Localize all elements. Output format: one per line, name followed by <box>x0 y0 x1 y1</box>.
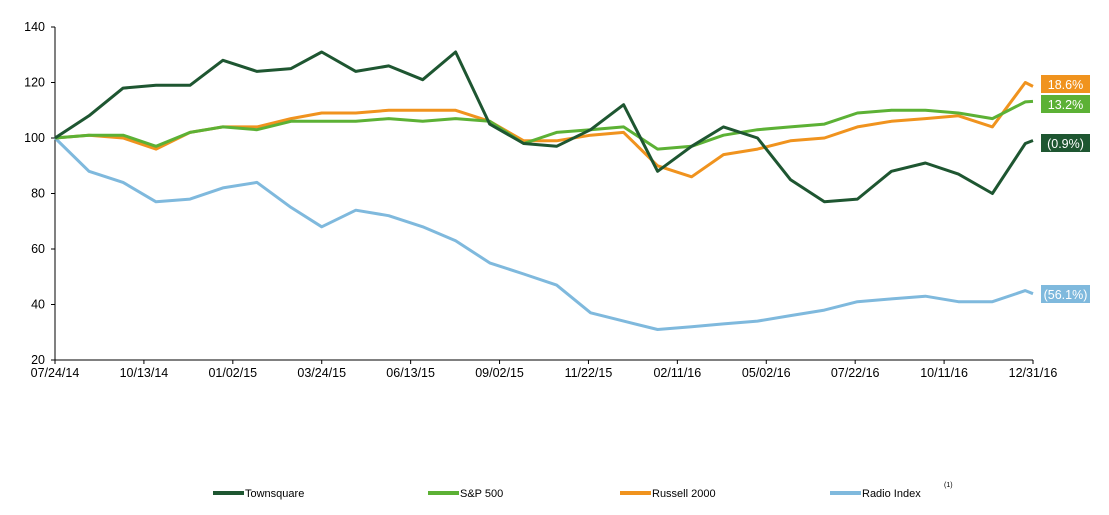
y-tick-label: 40 <box>31 298 45 312</box>
series-line-townsquare <box>54 50 1034 204</box>
series-line-s-p-500 <box>54 99 1034 151</box>
legend: Townsquare S&P 500 Russell 2000 Radio Index… <box>213 482 953 500</box>
x-tick-label: 11/22/15 <box>565 366 613 380</box>
y-tick-label: 20 <box>31 353 45 367</box>
legend-label: Radio Index <box>862 488 921 500</box>
x-tick-label: 05/02/16 <box>742 366 791 380</box>
end-label-box <box>1041 285 1090 303</box>
series-line-radio-index <box>53 136 1034 331</box>
x-tick-label: 07/22/16 <box>831 366 880 380</box>
end-label-box <box>1041 95 1090 113</box>
x-tick-label: 09/02/15 <box>475 366 524 380</box>
legend-label: S&P 500 <box>460 488 503 500</box>
end-label-box <box>1041 134 1090 152</box>
end-label-value: (0.9%) <box>1047 137 1084 151</box>
y-tick-label: 80 <box>31 187 45 201</box>
x-tick-label: 03/24/15 <box>297 366 346 380</box>
y-tick-label: 140 <box>24 20 45 34</box>
legend-label: Townsquare <box>245 488 304 500</box>
legend-label: Russell 2000 <box>652 488 716 500</box>
x-tick-label: 10/13/14 <box>120 366 169 380</box>
end-label-value: (56.1%) <box>1044 288 1088 302</box>
series-lines <box>53 50 1034 331</box>
x-tick-label: 02/11/16 <box>653 366 701 380</box>
end-label-value: 13.2% <box>1048 98 1083 112</box>
x-tick-label: 12/31/16 <box>1009 366 1058 380</box>
end-label-box <box>1041 75 1090 93</box>
x-tick-label: 10/11/16 <box>920 366 968 380</box>
x-tick-label: 01/02/15 <box>208 366 257 380</box>
y-tick-label: 60 <box>31 242 45 256</box>
y-tick-label: 120 <box>24 76 45 90</box>
end-label-value: 18.6% <box>1048 78 1083 92</box>
axes: 20 40 60 80 100 120 140 07/24/14 10/13/14 01/02/1… <box>24 20 1057 380</box>
y-tick-label: 100 <box>24 131 45 145</box>
x-tick-label: 07/24/14 <box>31 366 80 380</box>
legend-superscript: (1) <box>944 482 953 489</box>
x-tick-label: 06/13/15 <box>386 366 435 380</box>
end-labels: 18.6% 13.2% (0.9%) (56.1%) <box>1041 75 1090 303</box>
